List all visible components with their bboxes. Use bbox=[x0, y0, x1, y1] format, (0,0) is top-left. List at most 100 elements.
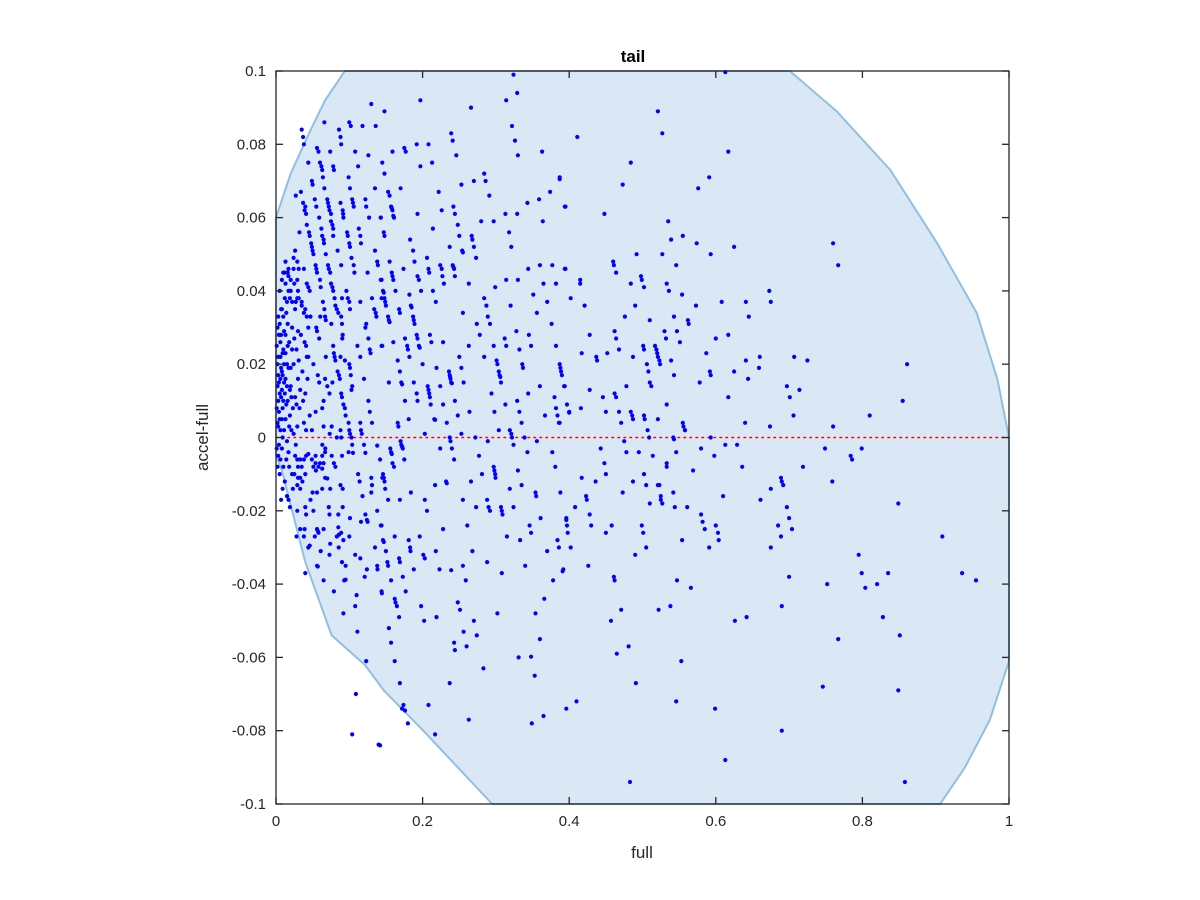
data-point bbox=[679, 659, 684, 664]
data-point bbox=[537, 384, 543, 389]
data-point bbox=[286, 497, 291, 502]
data-point bbox=[491, 343, 496, 348]
data-point bbox=[498, 380, 504, 385]
data-point bbox=[584, 494, 589, 499]
data-point bbox=[321, 424, 326, 429]
data-point bbox=[473, 435, 478, 440]
data-point bbox=[298, 486, 303, 491]
data-point bbox=[699, 512, 704, 517]
data-point bbox=[647, 501, 652, 506]
data-point bbox=[339, 263, 344, 268]
data-point bbox=[358, 233, 363, 238]
data-point bbox=[723, 757, 728, 763]
data-point bbox=[341, 538, 346, 543]
data-point bbox=[398, 186, 403, 191]
data-point bbox=[452, 274, 457, 279]
data-point bbox=[285, 321, 290, 326]
data-point bbox=[448, 376, 453, 381]
data-point bbox=[364, 321, 369, 326]
data-point bbox=[542, 596, 547, 601]
data-point bbox=[282, 296, 287, 301]
data-point bbox=[468, 479, 474, 484]
data-point bbox=[310, 182, 315, 187]
data-point bbox=[575, 134, 580, 140]
data-point bbox=[680, 420, 685, 425]
data-point bbox=[328, 486, 333, 491]
data-point bbox=[362, 574, 367, 579]
data-point bbox=[361, 442, 367, 447]
data-point bbox=[357, 479, 362, 484]
data-point bbox=[347, 241, 352, 246]
data-point bbox=[641, 285, 647, 290]
data-point bbox=[639, 523, 644, 528]
data-point bbox=[482, 171, 487, 176]
data-point bbox=[306, 451, 311, 457]
data-point bbox=[533, 611, 538, 616]
data-point bbox=[696, 186, 701, 191]
data-point bbox=[336, 373, 342, 378]
data-point bbox=[360, 494, 365, 499]
data-point bbox=[553, 406, 559, 411]
data-point bbox=[308, 497, 313, 502]
data-point bbox=[325, 197, 330, 202]
data-point bbox=[522, 435, 527, 440]
data-point bbox=[334, 307, 339, 312]
data-point bbox=[403, 149, 408, 154]
data-point bbox=[340, 336, 345, 341]
data-point bbox=[386, 563, 391, 568]
data-point bbox=[378, 215, 383, 220]
data-point bbox=[559, 369, 564, 374]
data-point bbox=[644, 362, 650, 367]
data-point bbox=[340, 332, 345, 337]
data-point bbox=[331, 589, 336, 594]
data-point bbox=[563, 204, 568, 209]
data-point bbox=[338, 354, 343, 359]
data-point bbox=[323, 354, 328, 359]
data-point bbox=[415, 398, 420, 403]
data-point bbox=[468, 105, 474, 110]
data-point bbox=[489, 391, 494, 396]
data-point bbox=[299, 303, 304, 308]
data-point bbox=[320, 486, 325, 491]
data-point bbox=[483, 178, 488, 184]
data-point bbox=[452, 648, 457, 653]
data-point bbox=[779, 479, 784, 484]
data-point bbox=[702, 527, 707, 532]
data-point bbox=[515, 277, 521, 282]
data-point bbox=[525, 200, 530, 205]
data-point bbox=[520, 362, 525, 367]
data-point bbox=[340, 208, 345, 213]
data-point bbox=[485, 497, 490, 502]
data-point bbox=[339, 391, 344, 396]
data-point bbox=[419, 288, 424, 293]
data-point bbox=[825, 582, 830, 587]
data-point bbox=[318, 314, 323, 319]
data-point bbox=[326, 505, 331, 510]
data-point bbox=[452, 211, 457, 216]
data-point bbox=[326, 204, 331, 209]
data-point bbox=[552, 395, 557, 400]
data-point bbox=[532, 673, 537, 678]
data-point bbox=[289, 395, 294, 400]
data-point bbox=[545, 549, 550, 554]
data-point bbox=[503, 402, 508, 407]
data-point bbox=[602, 211, 607, 216]
data-point bbox=[464, 644, 469, 649]
data-point bbox=[328, 270, 333, 275]
data-point bbox=[309, 457, 314, 462]
data-point bbox=[787, 574, 792, 579]
data-point bbox=[307, 413, 312, 418]
data-point bbox=[339, 560, 345, 565]
data-point bbox=[303, 391, 308, 396]
data-point bbox=[390, 149, 395, 154]
data-point bbox=[611, 259, 616, 264]
data-point bbox=[636, 450, 641, 455]
data-point bbox=[397, 310, 402, 315]
data-point bbox=[405, 347, 410, 352]
data-point bbox=[778, 534, 784, 539]
data-point bbox=[335, 369, 340, 374]
data-point bbox=[484, 303, 489, 308]
data-point bbox=[611, 574, 617, 579]
data-point bbox=[682, 428, 688, 433]
data-point bbox=[608, 618, 614, 623]
